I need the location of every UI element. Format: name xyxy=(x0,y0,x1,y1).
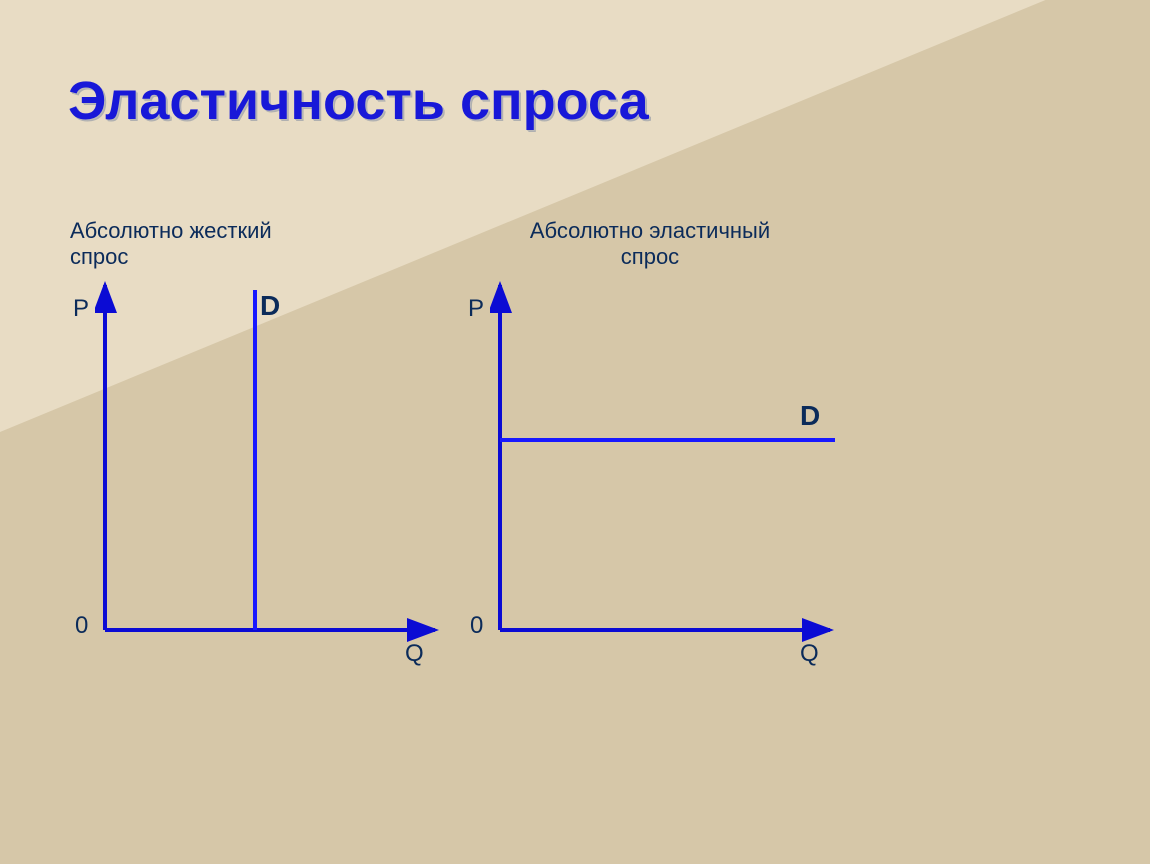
right-chart-caption: Абсолютно эластичный спрос xyxy=(490,218,810,270)
right-chart-x-axis-label: Q xyxy=(800,640,819,668)
left-chart: P 0 Q D xyxy=(95,280,465,660)
left-chart-origin-label: 0 xyxy=(75,612,88,640)
right-chart-caption-line1: Абсолютно эластичный спрос xyxy=(530,218,770,269)
left-chart-y-axis-label: P xyxy=(73,295,89,323)
left-chart-x-axis-label: Q xyxy=(405,640,424,668)
right-chart: P 0 Q D xyxy=(490,280,870,660)
right-chart-svg xyxy=(490,280,870,660)
page-title: Эластичность спроса xyxy=(68,70,649,132)
left-chart-svg xyxy=(95,280,465,660)
left-chart-caption: Абсолютно жесткий спрос xyxy=(70,218,330,270)
right-chart-y-axis-label: P xyxy=(468,295,484,323)
left-chart-caption-line1: Абсолютно жесткий спрос xyxy=(70,218,272,269)
left-chart-curve-label: D xyxy=(260,290,280,322)
right-chart-curve-label: D xyxy=(800,400,820,432)
right-chart-origin-label: 0 xyxy=(470,612,483,640)
